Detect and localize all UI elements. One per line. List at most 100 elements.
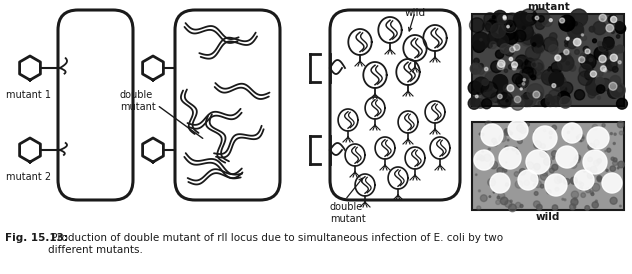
Circle shape bbox=[544, 158, 551, 165]
Circle shape bbox=[482, 80, 493, 92]
Circle shape bbox=[549, 72, 564, 87]
Text: wild: wild bbox=[536, 212, 560, 222]
Circle shape bbox=[557, 101, 561, 104]
Circle shape bbox=[607, 86, 620, 98]
Circle shape bbox=[538, 101, 543, 106]
Bar bbox=[472, 122, 624, 210]
Circle shape bbox=[535, 92, 542, 99]
Circle shape bbox=[468, 97, 480, 109]
Circle shape bbox=[599, 78, 611, 91]
Circle shape bbox=[491, 93, 501, 102]
Circle shape bbox=[602, 124, 605, 127]
Circle shape bbox=[489, 41, 497, 48]
Circle shape bbox=[557, 91, 570, 104]
Circle shape bbox=[533, 201, 540, 207]
Circle shape bbox=[502, 16, 518, 32]
Circle shape bbox=[588, 188, 590, 189]
Circle shape bbox=[473, 58, 479, 64]
Circle shape bbox=[485, 72, 499, 86]
Circle shape bbox=[597, 159, 601, 164]
Circle shape bbox=[497, 168, 503, 173]
Circle shape bbox=[477, 158, 478, 160]
Circle shape bbox=[482, 99, 492, 109]
Circle shape bbox=[526, 150, 550, 174]
Polygon shape bbox=[20, 56, 40, 80]
Circle shape bbox=[470, 97, 480, 107]
Circle shape bbox=[479, 133, 481, 135]
Circle shape bbox=[549, 33, 557, 40]
Circle shape bbox=[501, 197, 508, 205]
Circle shape bbox=[578, 71, 593, 85]
Circle shape bbox=[532, 62, 537, 68]
Circle shape bbox=[540, 184, 544, 188]
Polygon shape bbox=[388, 167, 408, 189]
Circle shape bbox=[511, 97, 524, 110]
Circle shape bbox=[507, 21, 511, 25]
Circle shape bbox=[512, 62, 518, 68]
Circle shape bbox=[590, 71, 597, 77]
Circle shape bbox=[609, 82, 617, 90]
Circle shape bbox=[497, 62, 504, 70]
Text: mutant 2: mutant 2 bbox=[6, 172, 51, 182]
Circle shape bbox=[504, 129, 509, 133]
Circle shape bbox=[488, 178, 495, 186]
Circle shape bbox=[516, 151, 520, 154]
Circle shape bbox=[530, 92, 535, 97]
Circle shape bbox=[574, 156, 580, 163]
Circle shape bbox=[597, 177, 602, 182]
Circle shape bbox=[549, 45, 558, 54]
Circle shape bbox=[474, 150, 494, 170]
Circle shape bbox=[520, 94, 533, 107]
Circle shape bbox=[482, 150, 483, 152]
Circle shape bbox=[608, 15, 617, 24]
Bar bbox=[472, 14, 624, 106]
Circle shape bbox=[514, 59, 525, 69]
Circle shape bbox=[509, 58, 513, 61]
Circle shape bbox=[615, 22, 624, 30]
Circle shape bbox=[581, 34, 583, 36]
Circle shape bbox=[592, 124, 598, 130]
Circle shape bbox=[527, 84, 544, 100]
Circle shape bbox=[552, 151, 557, 157]
Circle shape bbox=[522, 97, 524, 99]
Circle shape bbox=[549, 90, 561, 102]
Circle shape bbox=[481, 124, 503, 146]
Circle shape bbox=[474, 85, 483, 95]
Circle shape bbox=[504, 20, 516, 32]
Circle shape bbox=[495, 200, 501, 204]
Circle shape bbox=[483, 154, 491, 161]
Circle shape bbox=[593, 39, 597, 43]
Circle shape bbox=[541, 99, 549, 107]
Polygon shape bbox=[143, 56, 164, 80]
Polygon shape bbox=[425, 101, 445, 123]
Circle shape bbox=[595, 200, 597, 202]
Circle shape bbox=[567, 38, 577, 48]
Circle shape bbox=[543, 74, 549, 80]
Circle shape bbox=[499, 22, 517, 40]
Circle shape bbox=[509, 204, 516, 212]
Circle shape bbox=[570, 162, 577, 169]
Circle shape bbox=[594, 47, 608, 61]
Circle shape bbox=[610, 54, 617, 61]
Circle shape bbox=[507, 22, 512, 27]
Circle shape bbox=[574, 90, 585, 100]
Circle shape bbox=[514, 30, 526, 42]
Circle shape bbox=[515, 55, 528, 68]
Circle shape bbox=[590, 166, 597, 173]
Circle shape bbox=[564, 23, 567, 27]
Circle shape bbox=[490, 161, 497, 169]
Circle shape bbox=[518, 139, 522, 144]
Circle shape bbox=[520, 204, 523, 208]
Circle shape bbox=[484, 13, 496, 25]
Circle shape bbox=[579, 56, 585, 63]
Circle shape bbox=[532, 8, 549, 26]
Circle shape bbox=[510, 13, 522, 25]
Circle shape bbox=[580, 140, 581, 141]
Circle shape bbox=[592, 170, 595, 173]
Circle shape bbox=[490, 19, 492, 21]
Circle shape bbox=[555, 187, 559, 191]
Circle shape bbox=[524, 180, 530, 185]
Circle shape bbox=[616, 35, 620, 38]
Circle shape bbox=[549, 131, 552, 135]
Circle shape bbox=[576, 136, 579, 138]
